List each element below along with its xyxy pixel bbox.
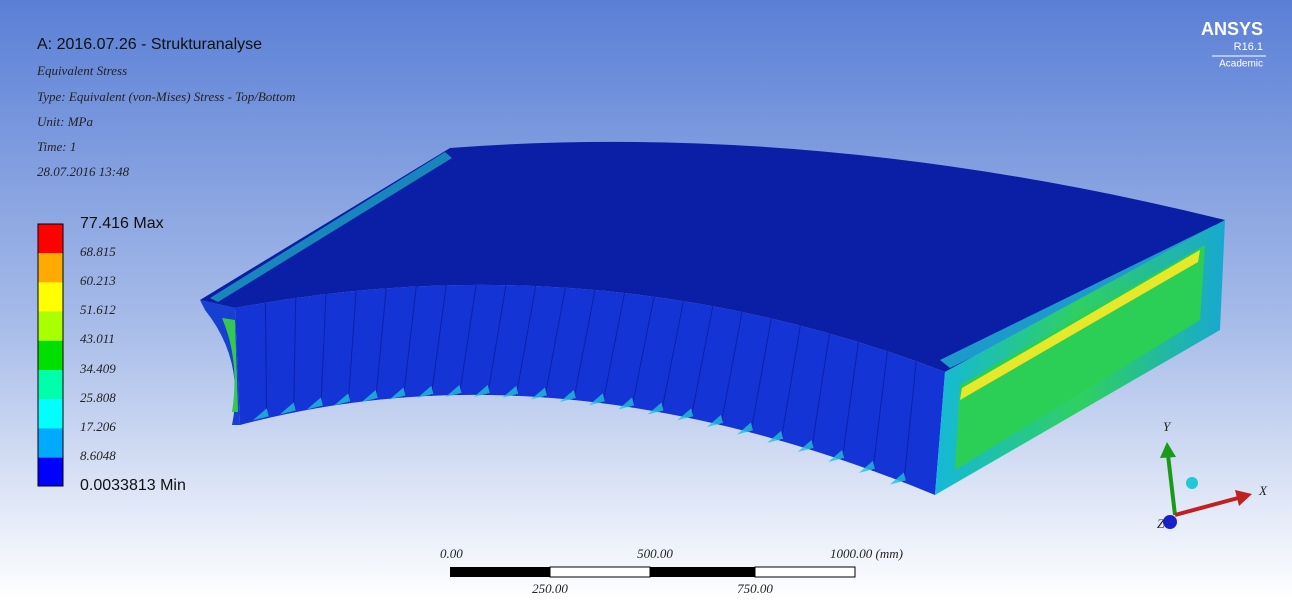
legend-label: 34.409 (79, 361, 116, 376)
legend-band (38, 399, 63, 428)
z-axis-label: Z (1157, 516, 1165, 531)
scale-label: 1000.00 (mm) (830, 546, 903, 561)
legend-label: 51.612 (80, 302, 116, 317)
scale-segment (755, 567, 855, 577)
legend-label: 17.206 (80, 419, 116, 434)
z-axis-ball (1163, 515, 1177, 529)
legend-band (38, 312, 63, 341)
scale-label: 500.00 (637, 546, 673, 561)
legend-band (38, 341, 63, 370)
scale-segment (650, 567, 755, 577)
logo-edition: Academic (1219, 59, 1263, 70)
legend-label: 43.011 (80, 331, 115, 346)
x-axis-label: X (1258, 483, 1268, 498)
triad-ball (1186, 477, 1198, 489)
logo-version: R16.1 (1234, 41, 1263, 53)
legend-band (38, 282, 63, 311)
scale-label: 250.00 (532, 581, 568, 596)
legend-band (38, 370, 63, 399)
legend-label: 8.6048 (80, 448, 116, 463)
scale-segment (550, 567, 650, 577)
info-line: 28.07.2016 13:48 (37, 164, 130, 179)
legend-label: 77.416 Max (80, 215, 164, 232)
legend-band (38, 253, 63, 282)
title: A: 2016.07.26 - Strukturanalyse (37, 36, 262, 53)
legend-label: 60.213 (80, 273, 116, 288)
info-line: Unit: MPa (37, 114, 93, 129)
info-line: Type: Equivalent (von-Mises) Stress - To… (37, 89, 295, 104)
legend-band (38, 224, 63, 253)
legend-band (38, 458, 63, 486)
viewport: A: 2016.07.26 - Strukturanalyse Equivale… (0, 0, 1292, 600)
page: A: 2016.07.26 - Strukturanalyse Equivale… (0, 0, 1292, 600)
legend-label: 25.808 (80, 390, 116, 405)
logo-name: ANSYS (1201, 19, 1263, 39)
info-line: Equivalent Stress (36, 63, 127, 78)
legend-label: 68.815 (80, 244, 116, 259)
scale-label: 750.00 (737, 581, 773, 596)
scale-label: 0.00 (440, 546, 463, 561)
legend-band (38, 428, 63, 457)
scale-segment (450, 567, 550, 577)
legend-label: 0.0033813 Min (80, 477, 186, 494)
info-line: Time: 1 (37, 139, 76, 154)
